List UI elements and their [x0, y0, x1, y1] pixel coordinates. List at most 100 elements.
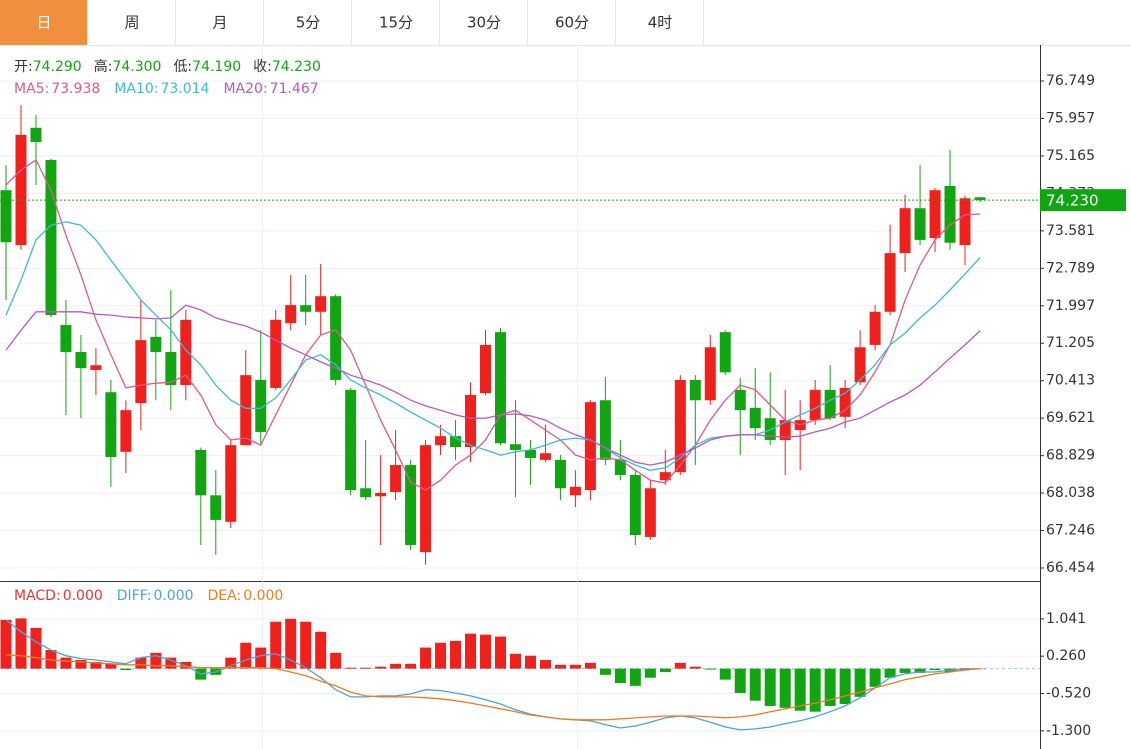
macd-bar: [659, 668, 671, 672]
candle-body: [435, 436, 447, 446]
legend-name: DIFF:: [117, 588, 152, 604]
y-tick-label: 72.789: [1046, 260, 1095, 276]
candle-body: [330, 296, 342, 380]
candle-body: [420, 445, 432, 553]
candle-body: [554, 459, 566, 489]
y-tick-label: 76.749: [1046, 73, 1095, 89]
tab-bg[interactable]: [88, 0, 176, 45]
tab-bg[interactable]: [440, 0, 528, 45]
macd-bar: [809, 668, 821, 712]
candle-body: [405, 465, 417, 545]
candle-body: [165, 351, 177, 386]
tab[interactable]: 周: [88, 0, 176, 45]
tab-label[interactable]: 周: [124, 14, 139, 32]
macd-bar: [584, 662, 596, 669]
tab-bg[interactable]: [352, 0, 440, 45]
macd-bar: [794, 668, 806, 711]
tab-bg[interactable]: [264, 0, 352, 45]
info-value: 74.230: [272, 59, 321, 75]
info-label: 低:: [173, 59, 192, 75]
candle-body: [210, 495, 222, 520]
macd-bar: [0, 619, 12, 669]
candle-body: [135, 340, 147, 404]
candle-body: [509, 444, 521, 450]
indicator-line: [5, 304, 981, 466]
macd-bar: [420, 647, 432, 669]
candle-body: [779, 420, 791, 440]
tab-bg[interactable]: [528, 0, 616, 45]
info-value: 74.290: [33, 59, 82, 75]
candle-body: [614, 459, 626, 475]
tab-bg[interactable]: [176, 0, 264, 45]
candle-body: [494, 332, 506, 444]
legend-name: MACD:: [14, 588, 61, 604]
tab[interactable]: 5分: [264, 0, 352, 45]
candle-body: [944, 185, 956, 243]
tab[interactable]: 月: [176, 0, 264, 45]
macd-bar: [674, 662, 686, 669]
y-tick-label: 67.246: [1046, 523, 1095, 539]
candle-body: [659, 472, 671, 481]
legend-name: DEA:: [208, 588, 242, 604]
macd-bar: [764, 668, 776, 706]
tab-label[interactable]: 60分: [555, 14, 589, 32]
tab[interactable]: 4时: [616, 0, 704, 45]
info-label: 开:: [14, 59, 33, 75]
y-tick-label: 68.829: [1046, 448, 1095, 464]
candle-body: [255, 379, 267, 432]
tab-label[interactable]: 月: [212, 14, 227, 32]
legend-value: 71.467: [270, 81, 319, 97]
legend-value: 73.938: [51, 81, 100, 97]
tab-label[interactable]: 15分: [379, 14, 413, 32]
tab-bg[interactable]: [0, 0, 88, 45]
macd-bar: [60, 657, 72, 669]
macd-bar: [135, 657, 147, 669]
tab[interactable]: 60分: [528, 0, 616, 45]
tab[interactable]: 30分: [440, 0, 528, 45]
tab-bg[interactable]: [616, 0, 704, 45]
macd-bar: [15, 618, 27, 669]
candle-body: [764, 418, 776, 440]
candle-body: [180, 319, 192, 386]
y-tick-label: -0.520: [1046, 686, 1091, 702]
legend-name: MA10:: [114, 81, 158, 97]
macd-bar: [150, 652, 162, 669]
y-tick-label: 75.165: [1046, 148, 1095, 164]
macd-bar: [629, 668, 641, 686]
candle-body: [884, 253, 896, 312]
tab[interactable]: 15分: [352, 0, 440, 45]
macd-bar: [554, 664, 566, 669]
macd-bar: [405, 663, 417, 669]
candle-body: [914, 208, 926, 240]
macd-bar: [30, 627, 42, 669]
legend: MA5: 73.938 MA10: 73.014 MA20: 71.467: [14, 81, 319, 97]
candle-body: [644, 488, 656, 537]
candle-body: [929, 190, 941, 238]
macd-bar: [869, 668, 881, 687]
tab-label[interactable]: 日: [36, 14, 51, 32]
macd-bar: [899, 668, 911, 673]
macd-bar: [360, 667, 372, 669]
tab-label[interactable]: 4时: [648, 14, 673, 32]
tab[interactable]: 日: [0, 0, 88, 45]
macd-bar: [719, 668, 731, 680]
candle-body: [480, 344, 492, 394]
candle-body: [569, 486, 581, 496]
candle-body: [974, 197, 986, 201]
macd-bar: [390, 663, 402, 669]
last-price-label: 74.230: [1046, 192, 1099, 210]
tab-label[interactable]: 5分: [296, 14, 321, 32]
macd-bar: [375, 666, 387, 669]
tab-label[interactable]: 30分: [467, 14, 501, 32]
candle-body: [450, 436, 462, 448]
y-tick-label: 71.205: [1046, 335, 1095, 351]
candle-body: [375, 492, 387, 497]
macd-bar: [569, 664, 581, 669]
candle-body: [689, 379, 701, 401]
macd-bar: [689, 666, 701, 669]
y-tick-label: 1.041: [1046, 611, 1086, 627]
macd-bar: [644, 668, 656, 678]
macd-bar: [450, 640, 462, 669]
